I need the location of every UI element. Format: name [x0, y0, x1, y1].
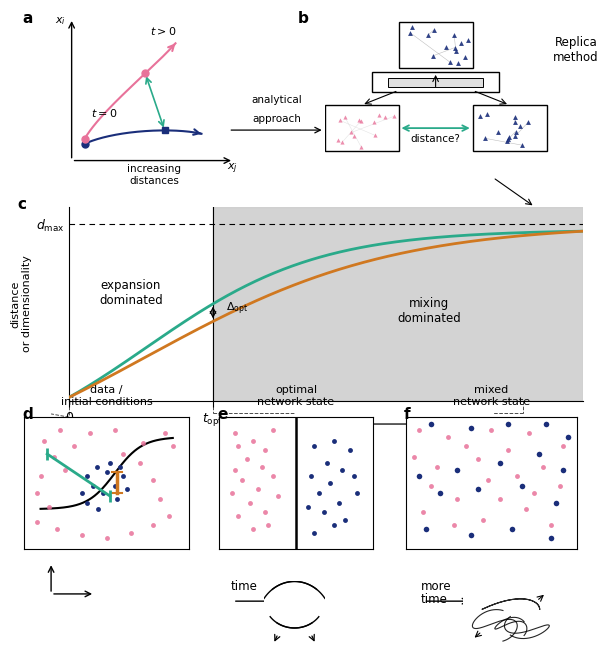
Text: time: time [421, 593, 448, 606]
Text: increasing
distances: increasing distances [127, 164, 181, 185]
Text: f: f [404, 407, 410, 422]
Bar [472, 105, 547, 151]
Text: $x_j$: $x_j$ [227, 162, 238, 176]
Y-axis label: distance
or dimensionality: distance or dimensionality [10, 256, 32, 352]
Text: data /
initial conditions: data / initial conditions [61, 385, 153, 407]
Bar [325, 105, 398, 151]
Bar [372, 72, 499, 92]
Text: $t=0$: $t=0$ [91, 107, 117, 119]
Text: d: d [22, 407, 33, 422]
Text: e: e [218, 407, 228, 422]
Text: c: c [18, 197, 26, 212]
Text: optimal
network state: optimal network state [257, 385, 335, 407]
Text: $x_i$: $x_i$ [55, 15, 66, 27]
Text: analytical: analytical [251, 95, 302, 105]
Text: a: a [22, 11, 32, 26]
Bar [213, 207, 583, 401]
Text: expansion
dominated: expansion dominated [99, 279, 163, 307]
Bar [398, 22, 472, 68]
Text: mixed
network state: mixed network state [453, 385, 530, 407]
Text: more: more [421, 579, 451, 593]
Text: $\Delta_{\rm opt}$: $\Delta_{\rm opt}$ [226, 301, 248, 317]
Text: time: time [230, 579, 257, 593]
Text: distance?: distance? [410, 134, 460, 144]
Text: b: b [298, 11, 309, 26]
Bar [388, 78, 483, 87]
Text: mixing
dominated: mixing dominated [397, 297, 461, 325]
Text: approach: approach [252, 114, 301, 124]
Text: Replica
method: Replica method [553, 36, 599, 64]
Text: $t>0$: $t>0$ [150, 25, 176, 37]
Text: time: time [338, 431, 366, 444]
